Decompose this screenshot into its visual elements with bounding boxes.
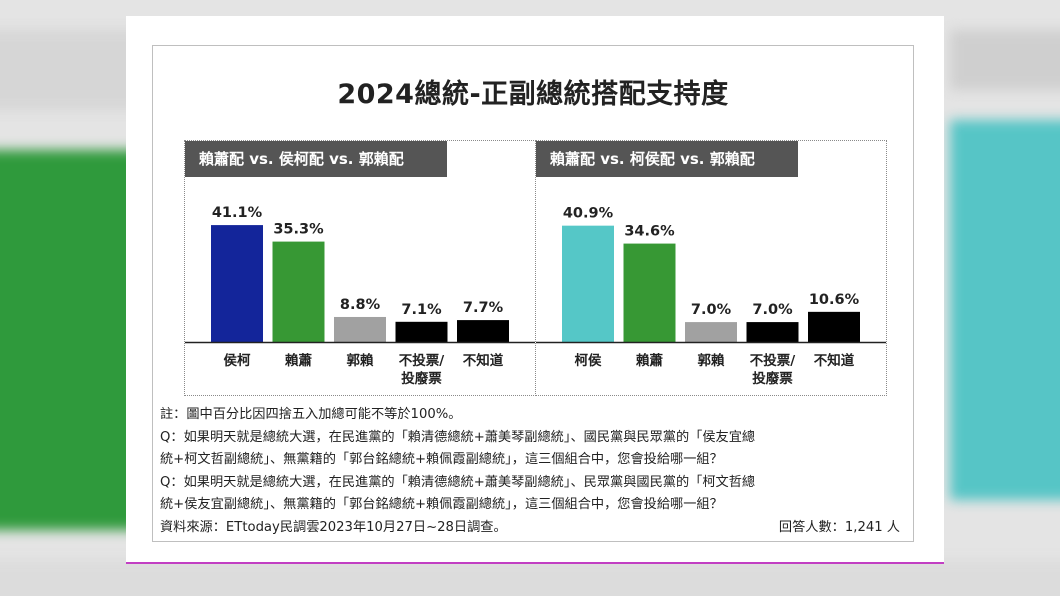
value-label-2: 34.6% [624, 224, 675, 240]
bar-3 [334, 316, 386, 342]
bar-4 [395, 321, 448, 342]
rounding-note: 註：圖中百分比因四捨五入加總可能不等於100%。 [160, 407, 462, 422]
category-label-3: 郭賴 [698, 352, 726, 369]
chart-panel-left: 賴蕭配 vs. 侯柯配 vs. 郭賴配 41.1% 侯柯 35.3% 賴蕭 8.8% 郭賴… [184, 140, 536, 396]
category-label-4-line-2: 投廢票 [401, 370, 442, 387]
background-blur-bottom [0, 560, 1060, 596]
background-blur-top-left [0, 30, 140, 110]
bar-3 [685, 322, 737, 342]
bar-1 [211, 225, 263, 342]
bar-chart-right: 40.9% 柯侯 34.6% 賴蕭 7.0% 郭賴 7.0% 不投票/投廢票 10.6% 不知道 [536, 206, 886, 387]
bar-1 [562, 225, 614, 342]
category-label-1: 侯柯 [224, 352, 251, 369]
category-label-5: 不知道 [814, 352, 855, 369]
respondent-count: 回答人數：1,241 人 [778, 519, 900, 535]
value-label-1: 41.1% [212, 205, 263, 221]
panel-title-left: 賴蕭配 vs. 侯柯配 vs. 郭賴配 [185, 141, 447, 177]
notes-section: 註：圖中百分比因四捨五入加總可能不等於100%。 Q：如果明天就是總統大選，在民… [160, 404, 910, 539]
infographic-frame [152, 45, 914, 542]
category-label-4-line-1: 不投票/ [399, 353, 444, 369]
bar-5 [457, 320, 509, 342]
question-2-line-1: Q：如果明天就是總統大選，在民進黨的「賴清德總統+蕭美琴副總統」、民眾黨與國民黨… [160, 474, 756, 490]
value-label-3: 8.8% [340, 297, 381, 313]
category-label-5: 不知道 [463, 352, 504, 369]
value-label-3: 7.0% [691, 302, 732, 318]
bar-2 [272, 241, 325, 342]
value-label-4: 7.0% [752, 302, 793, 318]
bar-4 [746, 322, 799, 342]
value-label-1: 40.9% [563, 206, 614, 222]
background-blur-green [0, 150, 140, 530]
background-blur-top-right [950, 30, 1060, 90]
value-label-5: 7.7% [463, 300, 504, 316]
background-blur-teal [950, 120, 1060, 500]
category-label-1: 柯侯 [575, 352, 603, 369]
value-label-5: 10.6% [809, 292, 860, 308]
category-label-3: 郭賴 [347, 352, 374, 369]
category-label-2: 賴蕭 [636, 352, 664, 369]
chart-title: 2024總統-正副總統搭配支持度 [337, 79, 729, 110]
category-label-4-line-2: 投廢票 [752, 370, 793, 387]
footer-row: 資料來源：ETtoday民調雲2023年10月27日~28日調查。 回答人數：1… [160, 517, 900, 540]
bar-2 [623, 243, 676, 342]
value-label-4: 7.1% [401, 302, 442, 318]
question-1-line-2: 統+柯文哲副總統」、無黨籍的「郭台銘總統+賴佩霞副總統」，這三個組合中，您會投給… [160, 452, 723, 467]
data-source: 資料來源：ETtoday民調雲2023年10月27日~28日調查。 [160, 519, 507, 535]
bar-5 [808, 311, 860, 342]
category-label-2: 賴蕭 [285, 352, 312, 369]
question-2-line-2: 統+侯友宜副總統」、無黨籍的「郭台銘總統+賴佩霞副總統」，這三個組合中，您會投給… [160, 497, 723, 512]
chart-panel-right: 賴蕭配 vs. 柯侯配 vs. 郭賴配 40.9% 柯侯 34.6% 賴蕭 7.0% 郭賴… [535, 140, 887, 396]
question-1-line-1: Q：如果明天就是總統大選，在民進黨的「賴清德總統+蕭美琴副總統」、國民黨與民眾黨… [160, 429, 756, 445]
panel-title-right: 賴蕭配 vs. 柯侯配 vs. 郭賴配 [536, 141, 798, 177]
category-label-4-line-1: 不投票/ [750, 353, 795, 369]
value-label-2: 35.3% [273, 222, 324, 238]
bar-chart-left: 41.1% 侯柯 35.3% 賴蕭 8.8% 郭賴 7.1% 不投票/投廢票 7.7% 不知道 [185, 205, 535, 387]
